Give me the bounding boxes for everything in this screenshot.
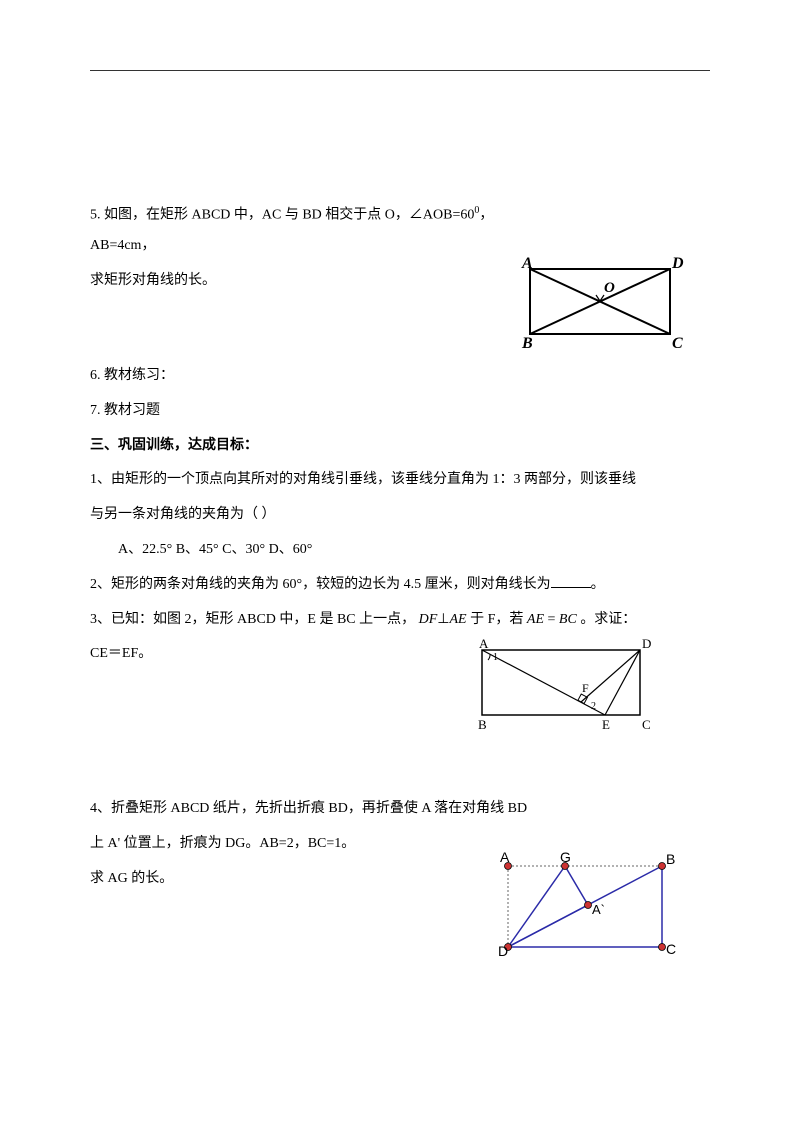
q3-3-df: DF — [419, 612, 438, 627]
fig3-label-f: F — [582, 681, 589, 695]
fig3-svg: A D B C E F 1 2 — [460, 638, 660, 733]
q3-3-ae2: AE — [527, 612, 544, 627]
q5-text-part1: 5. 如图，在矩形 ABCD 中，AC 与 BD 相交于点 O，∠AOB=60 — [90, 208, 474, 223]
q3-3-t3: 。求证： — [577, 612, 637, 627]
fig5-svg: A D B C O — [510, 254, 690, 354]
fig4-label-b: B — [666, 852, 675, 867]
fig3-label-c: C — [642, 717, 651, 732]
fig5-label-a: A — [521, 255, 533, 272]
q7-line: 7. 教材习题 — [90, 396, 710, 427]
q3-1-options: A、22.5° B、45° C、30° D、60° — [90, 535, 710, 566]
fig4-label-c: C — [666, 941, 676, 957]
section3-heading: 三、巩固训练，达成目标： — [90, 431, 710, 462]
fig5-label-c: C — [672, 335, 683, 352]
fig4-dot-aprime — [585, 902, 592, 909]
fig3-rect — [482, 650, 640, 715]
q3-1-line2: 与另一条对角线的夹角为（ ） — [90, 500, 710, 531]
q3-1-line1: 1、由矩形的一个顶点向其所对的对角线引垂线，该垂线分直角为 1：3 两部分，则该… — [90, 465, 710, 496]
q3-4-line1: 4、折叠矩形 ABCD 纸片，先折出折痕 BD，再折叠使 A 落在对角线 BD — [90, 794, 710, 825]
q3-3-line1: 3、已知：如图 2，矩形 ABCD 中，E 是 BC 上一点， DF⊥AE 于 … — [90, 605, 710, 636]
q3-3-ae: AE — [450, 612, 467, 627]
page-body: 5. 如图，在矩形 ABCD 中，AC 与 BD 相交于点 O，∠AOB=600… — [0, 0, 800, 959]
fig5-label-b: B — [521, 335, 533, 352]
spacer-4 — [90, 764, 710, 794]
fig4-line-da — [508, 905, 588, 947]
page-top-rule — [90, 70, 710, 71]
fig4-label-d: D — [498, 943, 508, 959]
q5-line1: 5. 如图，在矩形 ABCD 中，AC 与 BD 相交于点 O，∠AOB=600… — [90, 200, 530, 262]
q3-3-perp: ⊥ — [437, 612, 449, 627]
fig4-label-g: G — [560, 852, 571, 865]
fig4-label-aprime: A` — [592, 902, 605, 917]
figure-rectangle-diagonals: A D B C O — [510, 254, 690, 359]
fig4-line-dg — [508, 866, 565, 947]
q3-2-text: 2、矩形的两条对角线的夹角为 60°，较短的边长为 4.5 厘米，则对角线长为 — [90, 577, 551, 592]
q3-2-post: 。 — [591, 577, 605, 592]
fig3-label-b: B — [478, 717, 487, 732]
q3-3-t1: 3、已知：如图 2，矩形 ABCD 中，E 是 BC 上一点， — [90, 612, 419, 627]
fig4-dot-c — [659, 944, 666, 951]
fig3-label-2: 2 — [591, 701, 596, 712]
q3-2-line: 2、矩形的两条对角线的夹角为 60°，较短的边长为 4.5 厘米，则对角线长为 。 — [90, 570, 710, 601]
q3-3-t2: 于 F，若 — [467, 612, 527, 627]
q3-3-eq: = — [544, 612, 559, 627]
q3-3-bc: BC — [559, 612, 577, 627]
fig3-label-d: D — [642, 638, 651, 651]
fig4-label-a: A — [500, 852, 510, 865]
q6-line: 6. 教材练习： — [90, 361, 710, 392]
fig4-line-ga — [565, 866, 588, 905]
fig3-label-e: E — [602, 717, 610, 732]
fig4-dot-b — [659, 863, 666, 870]
q3-2-blank — [551, 574, 591, 588]
fig5-label-d: D — [671, 255, 684, 272]
fig3-label-1: 1 — [493, 652, 498, 663]
fig4-svg: A B C D G A` — [490, 852, 680, 962]
fig3-line-de — [605, 650, 640, 715]
fig3-line-df — [581, 650, 640, 702]
fig3-angle1-arc — [488, 654, 490, 660]
figure-rectangle-ae-df: A D B C E F 1 2 — [460, 638, 660, 738]
fig3-label-a: A — [479, 638, 489, 651]
fig5-label-o: O — [604, 280, 615, 296]
q5-line2: 求矩形对角线的长。 — [90, 266, 530, 297]
figure-fold-rectangle: A B C D G A` — [490, 852, 680, 967]
